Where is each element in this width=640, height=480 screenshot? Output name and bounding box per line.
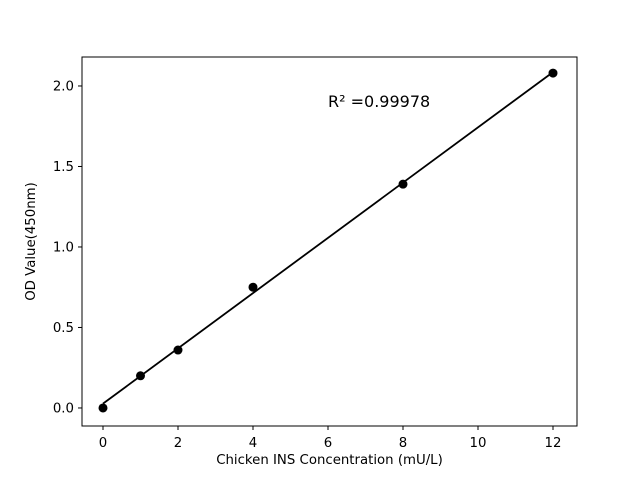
y-axis-tick-label: 1.0 — [53, 241, 74, 256]
data-point — [98, 403, 108, 413]
x-axis-tick-label: 8 — [399, 436, 407, 451]
y-axis-tick-label: 0.0 — [53, 402, 74, 417]
x-axis-tick-label: 6 — [324, 436, 332, 451]
data-point — [136, 371, 145, 381]
y-axis-tick-label: 2.0 — [53, 80, 74, 95]
y-axis-tick-label: 1.5 — [53, 160, 74, 175]
x-axis-label: Chicken INS Concentration (mU/L) — [216, 453, 443, 468]
x-axis-tick-label: 12 — [545, 436, 562, 451]
plot-area-spines — [81, 56, 578, 427]
data-point — [398, 179, 408, 189]
x-axis-tick-label: 2 — [174, 436, 182, 451]
data-point — [248, 282, 258, 292]
y-axis-label: OD Value(450nm) — [24, 182, 39, 301]
x-axis-tick-label: 0 — [99, 436, 107, 451]
data-point — [173, 345, 183, 355]
y-axis-tick-label: 0.5 — [53, 321, 74, 336]
x-axis-tick-label: 4 — [249, 436, 257, 451]
r-squared-annotation: R² =0.99978 — [328, 92, 430, 111]
fit-line — [102, 71, 554, 405]
data-point — [548, 68, 558, 78]
x-axis-tick-label: 10 — [470, 436, 487, 451]
